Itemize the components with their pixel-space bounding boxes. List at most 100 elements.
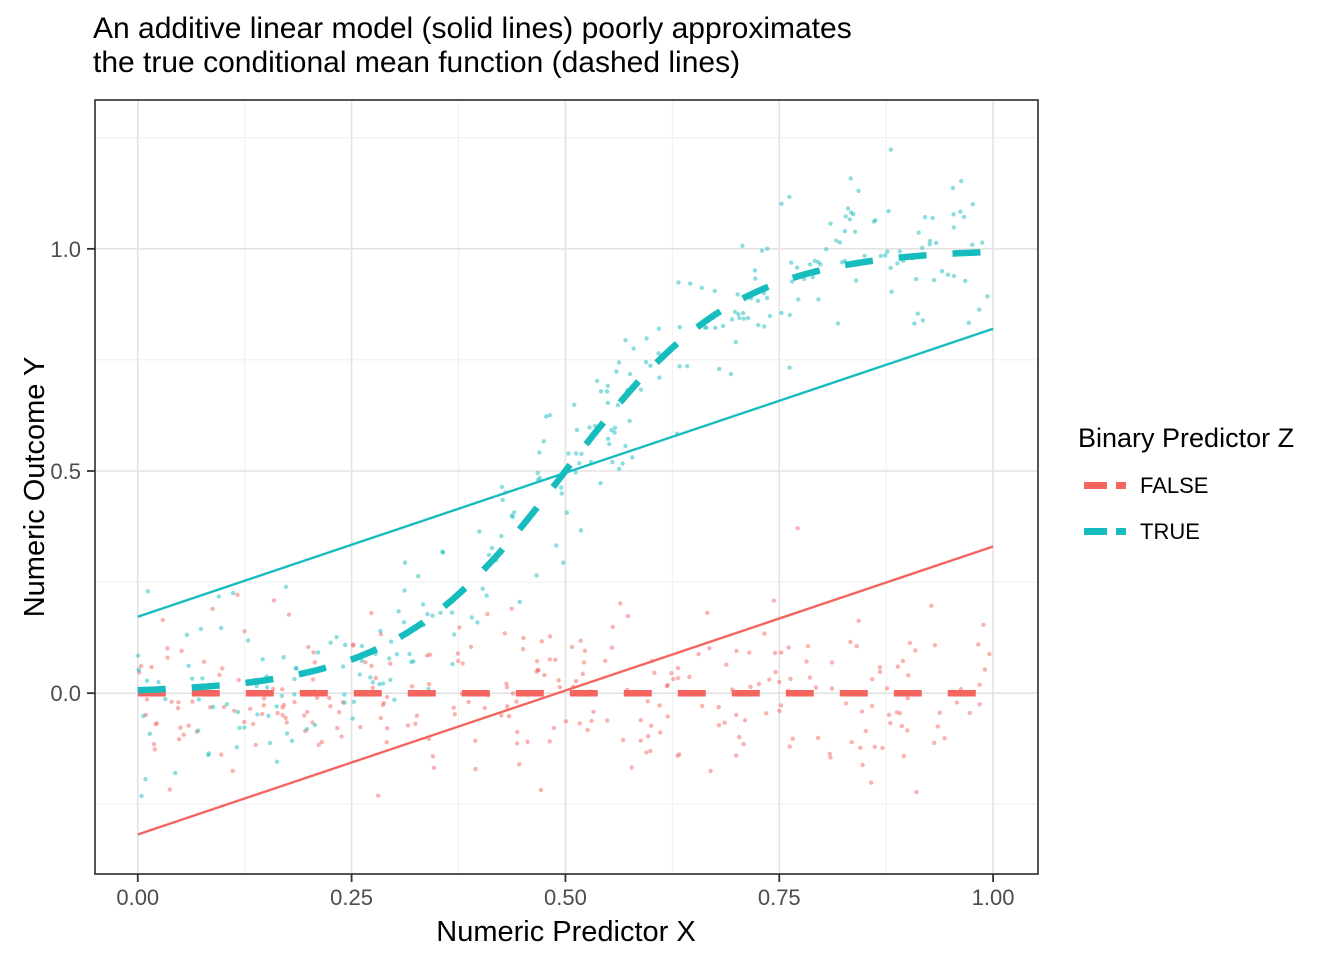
scatter-point [274,759,280,764]
scatter-point [236,677,241,683]
scatter-point [829,660,835,665]
scatter-point [951,212,956,217]
scatter-point [156,680,161,685]
scatter-point [764,295,770,301]
scatter-point [328,704,333,709]
scatter-point [728,371,734,377]
scatter-point [954,700,959,705]
scatter-point [569,644,575,650]
scatter-point [648,363,653,368]
scatter-point [136,667,141,672]
scatter-point [557,685,563,690]
scatter-point [315,650,321,655]
scatter-point [539,639,544,644]
scatter-point [505,704,510,709]
scatter-point [455,651,461,656]
scatter-point [733,340,738,345]
scatter-point [573,451,579,456]
scatter-point [151,742,157,747]
scatter-point [384,726,390,731]
scatter-point [284,720,289,725]
scatter-point [863,728,868,734]
scatter-point [409,659,414,665]
scatter-point [854,644,859,649]
scatter-point [756,323,761,328]
scatter-point [759,248,765,253]
scatter-point [235,709,241,715]
scatter-point [638,718,643,723]
scatter-point [563,719,569,724]
scatter-point [657,703,662,708]
scatter-point [370,680,376,685]
scatter-point [704,325,709,330]
scatter-point [657,375,662,380]
scatter-point [931,277,937,283]
scatter-point [878,253,883,259]
scatter-point [261,696,267,701]
scatter-point [271,598,277,603]
scatter-point [638,738,643,743]
scatter-point [895,664,900,669]
scatter-point [796,297,801,302]
scatter-point [970,202,975,207]
scatter-point [585,727,590,733]
scatter-point [977,682,982,687]
scatter-point [396,609,401,614]
y-tick-label: 0.5 [50,459,81,484]
scatter-point [219,752,224,757]
scatter-point [573,470,578,475]
scatter-point [794,265,800,270]
scatter-point [176,737,182,742]
scatter-point [687,674,692,680]
scatter-point [627,418,632,424]
scatter-point [547,739,552,744]
scatter-point [312,660,317,665]
grid-minor-lines [95,100,1038,874]
chart-title-line-1: An additive linear model (solid lines) p… [93,12,852,45]
scatter-point [734,712,739,718]
scatter-point [368,675,373,680]
scatter-point [807,262,813,267]
scatter-point [884,686,890,691]
scatter-point [603,658,608,664]
scatter-point [720,323,726,329]
scatter-point [598,481,603,486]
scatter-point [905,728,910,733]
scatter-point [342,692,347,697]
scatter-point [589,718,594,724]
scatter-point [779,310,784,316]
scatter-point [401,620,407,625]
scatter-point [700,703,705,709]
scatter-point [144,697,150,702]
scatter-point [724,662,729,667]
scatter-point [357,672,362,677]
scatter-point [510,691,516,696]
scatter-point [504,681,509,686]
scatter-point [141,713,146,719]
scatter-point [138,663,144,669]
scatter-point [173,770,178,776]
scatter-point [147,731,152,736]
scatter-point [581,660,587,665]
scatter-point [643,360,649,365]
scatter-point [279,693,285,698]
scatter-point [688,281,693,286]
scatter-point [475,620,480,625]
scatter-point [789,260,794,265]
scatter-point [858,745,863,750]
scatter-point [369,610,374,616]
scatter-point [880,745,885,751]
panel-border [94,99,1039,875]
scatter-point [767,313,773,319]
scatter-point [614,369,619,374]
scatter-point [275,710,280,716]
scatter-point [499,484,505,490]
scatter-point [402,588,407,593]
scatter-point [958,209,963,214]
scatter-point [810,275,815,280]
scatter-point [468,644,474,650]
scatter-point [363,660,368,665]
scatter-point [149,664,154,670]
scatter-point [762,631,767,636]
scatter-point [871,219,877,224]
